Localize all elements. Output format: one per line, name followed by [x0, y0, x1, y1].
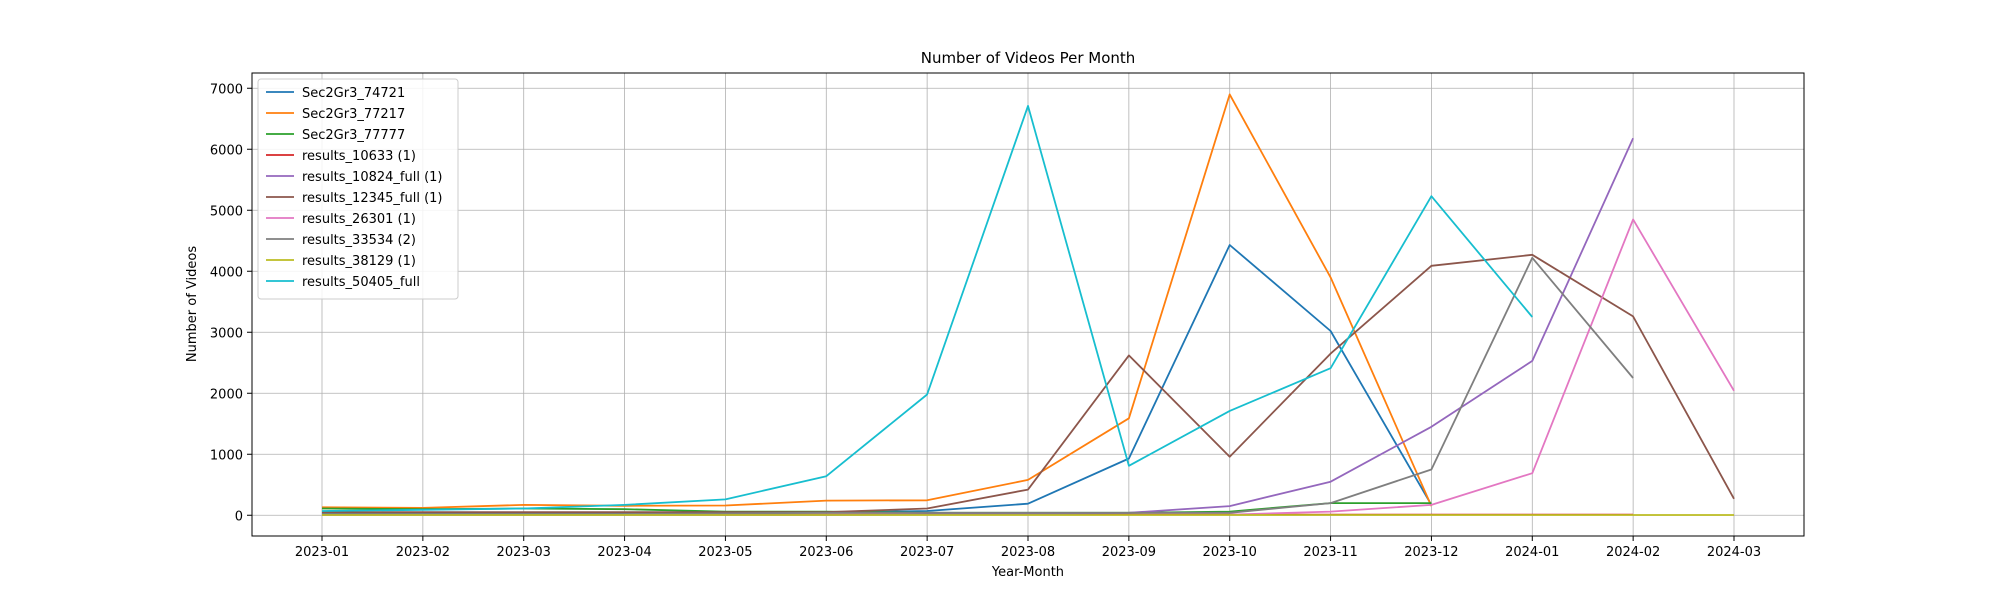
legend-box	[257, 78, 459, 300]
y-tick-label: 7000	[210, 82, 243, 97]
x-axis-ticks: 2023-01 2023-02 2023-03 2023-04 2023-05 2023-…	[295, 536, 1761, 560]
legend-entry-label: Sec2Gr3_77777	[302, 128, 405, 143]
x-tick-label: 2023-03	[497, 545, 551, 560]
x-tick-label: 2023-11	[1303, 545, 1357, 560]
x-tick-label: 2023-12	[1404, 545, 1458, 560]
y-axis-label: Number of Videos	[185, 246, 200, 362]
x-tick-label: 2024-03	[1707, 545, 1761, 560]
x-tick-label: 2023-06	[799, 545, 853, 560]
x-tick-label: 2023-01	[295, 545, 349, 560]
y-tick-label: 2000	[210, 387, 243, 402]
x-tick-label: 2023-02	[396, 545, 450, 560]
legend-entry-label: Sec2Gr3_77217	[302, 107, 405, 122]
y-tick-label: 4000	[210, 265, 243, 280]
chart-title: Number of Videos Per Month	[921, 49, 1136, 67]
x-tick-label: 2023-04	[597, 545, 651, 560]
x-axis-label: Year-Month	[991, 565, 1064, 580]
legend-entry-label: results_33534 (2)	[302, 233, 416, 248]
x-tick-label: 2023-05	[698, 545, 752, 560]
legend-entry-label: results_50405_full	[302, 275, 420, 290]
data-series-lines	[321, 93, 1735, 516]
series-line-results-33534-2	[322, 256, 1634, 515]
legend-entry-label: results_26301 (1)	[302, 212, 416, 227]
series-line-sec2gr3-77217	[321, 93, 1433, 509]
legend-entry-label: results_38129 (1)	[302, 254, 416, 269]
x-tick-label: 2024-01	[1505, 545, 1559, 560]
legend-entry-label: Sec2Gr3_74721	[302, 86, 405, 101]
x-tick-label: 2023-09	[1102, 545, 1156, 560]
legend-entry-label: results_12345_full (1)	[302, 191, 443, 206]
y-tick-label: 0	[235, 509, 243, 524]
series-line-results-26301-1	[1229, 218, 1735, 516]
y-tick-label: 6000	[210, 143, 243, 158]
x-tick-label: 2023-08	[1001, 545, 1055, 560]
legend-entry-label: results_10633 (1)	[302, 149, 416, 164]
x-tick-label: 2023-07	[900, 545, 954, 560]
legend-entry-label: results_10824_full (1)	[302, 170, 443, 185]
y-tick-label: 1000	[210, 448, 243, 463]
series-line-results-50405-full	[321, 105, 1533, 512]
y-axis-ticks: 0 1000 2000 3000 4000 5000 6000 7000	[210, 82, 252, 524]
x-tick-label: 2024-02	[1606, 545, 1660, 560]
y-tick-label: 3000	[210, 326, 243, 341]
series-line-results-12345-full-1	[322, 253, 1735, 514]
legend: Sec2Gr3_74721 Sec2Gr3_77217 Sec2Gr3_77777r…	[257, 78, 459, 300]
x-tick-label: 2023-10	[1203, 545, 1257, 560]
y-tick-label: 5000	[210, 204, 243, 219]
